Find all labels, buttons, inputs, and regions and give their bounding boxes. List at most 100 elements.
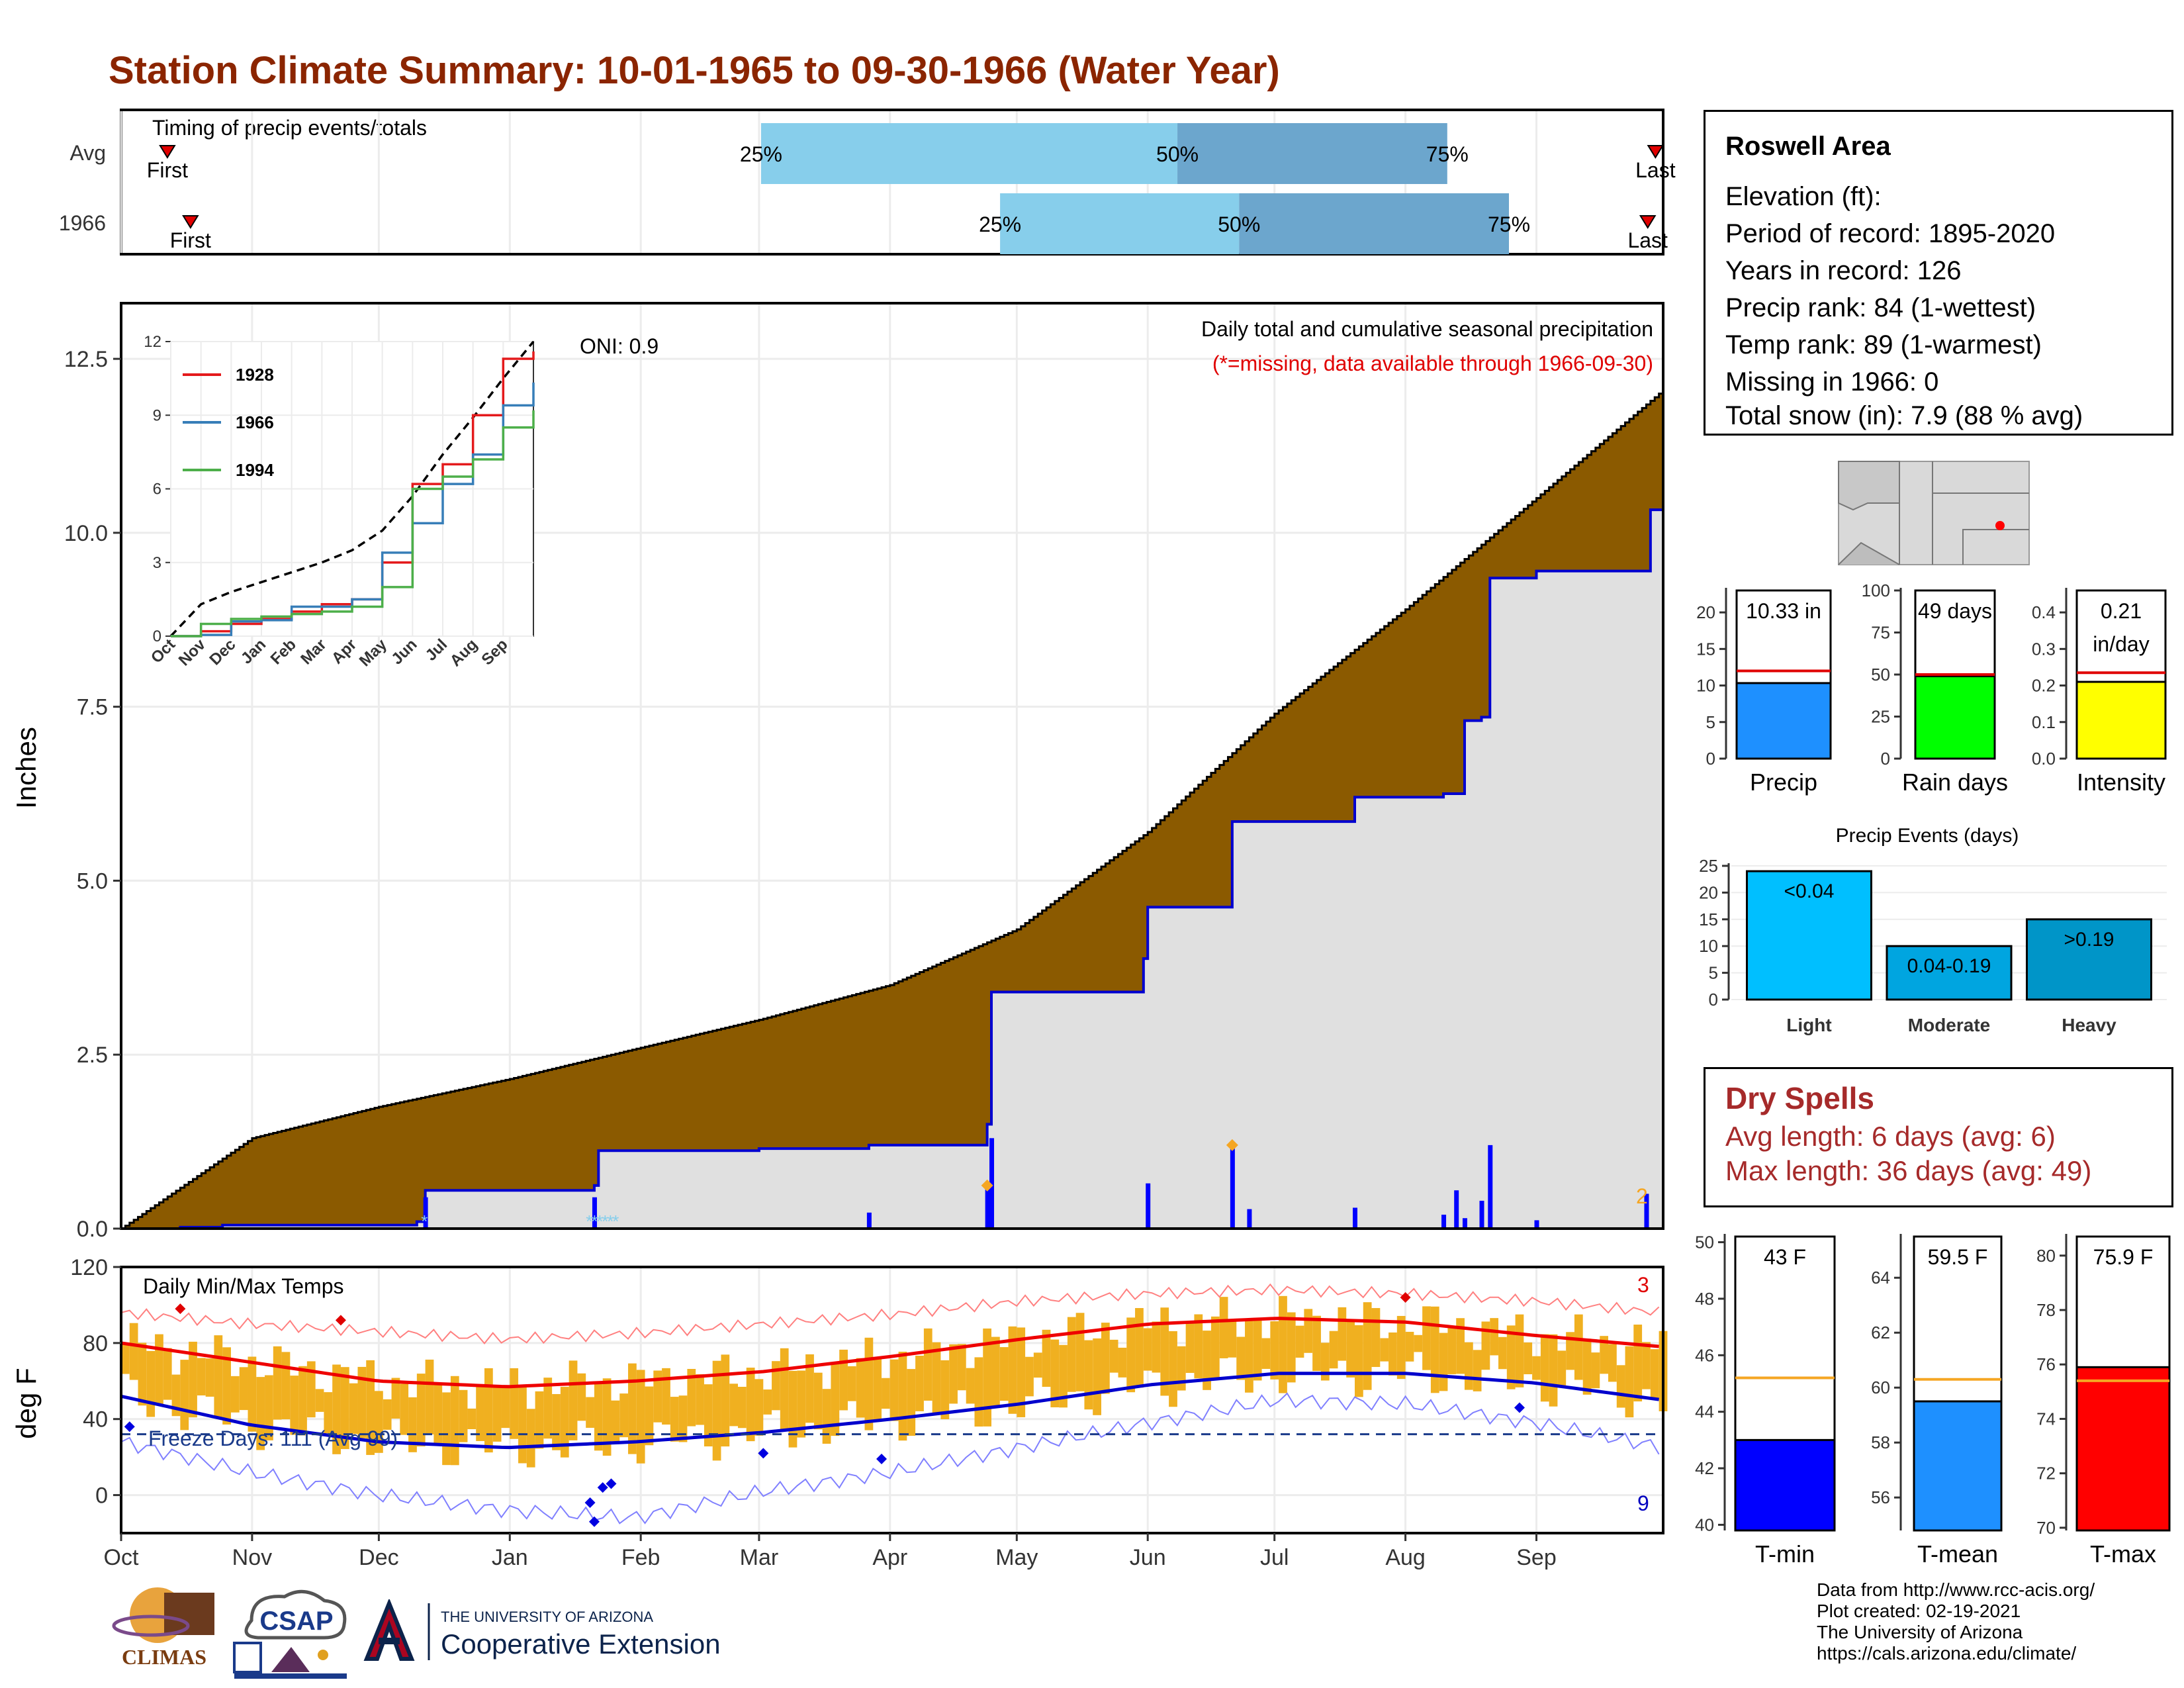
daily-temp-range-bar	[510, 1368, 519, 1439]
daily-temp-range-bar	[1075, 1313, 1085, 1391]
climas-logo: CLIMAS	[111, 1581, 217, 1680]
daily-temp-range-bar	[1532, 1356, 1541, 1380]
daily-temp-range-bar	[1574, 1314, 1583, 1380]
daily-temp-range-bar	[1388, 1332, 1397, 1376]
daily-temp-range-bar	[856, 1358, 865, 1418]
location-map	[1838, 461, 2030, 565]
daily-temp-range-bar	[696, 1374, 704, 1425]
climas-logo-text: CLIMAS	[122, 1645, 206, 1669]
daily-temp-range-bar	[146, 1350, 156, 1417]
daily-temp-range-bar	[180, 1360, 189, 1430]
ua-logo-big-text: Cooperative Extension	[441, 1628, 721, 1660]
daily-temp-range-bar	[991, 1336, 1000, 1407]
month-label: Feb	[621, 1545, 660, 1570]
daily-precip-bar	[1534, 1220, 1539, 1229]
snow-marker: *	[591, 1211, 598, 1231]
month-label: Sep	[1516, 1545, 1557, 1570]
daily-temp-range-bar	[1059, 1344, 1068, 1408]
daily-temp-range-bar	[1152, 1321, 1161, 1373]
daily-temp-range-bar	[400, 1383, 409, 1435]
daily-temp-range-bar	[1355, 1325, 1363, 1397]
record-min-line	[120, 1392, 1660, 1524]
temp-ytick-label: 40	[83, 1407, 108, 1432]
credits-source: Data from http://www.rcc-acis.org/	[1817, 1579, 2095, 1600]
daily-temp-range-bar	[602, 1378, 612, 1456]
daily-temp-range-bar	[290, 1376, 299, 1435]
small-chart-value-label: 10.33 in	[1746, 599, 1821, 623]
first-event-marker	[182, 215, 199, 229]
events-ytick-label: 10	[1699, 936, 1718, 956]
daily-temp-range-bar	[864, 1337, 874, 1430]
daily-temp-range-bar	[383, 1399, 392, 1430]
daily-temp-range-bar	[155, 1334, 163, 1406]
snow-marker: *	[421, 1211, 428, 1231]
timing-bar-dark	[1177, 123, 1447, 184]
daily-temp-range-bar	[1050, 1339, 1060, 1407]
daily-temp-range-bar	[518, 1385, 527, 1464]
small-chart-ytick-label: 0	[1706, 749, 1715, 769]
precip-panel: ******* Inches 0.02.55.07.510.012.5 Dail…	[11, 302, 1664, 1242]
daily-temp-range-bar	[746, 1368, 755, 1442]
daily-temp-range-bar	[214, 1335, 223, 1417]
daily-temp-range-bar	[932, 1342, 941, 1413]
small-chart-ytick-label: 50	[1871, 665, 1890, 684]
small-chart-value-bar	[1913, 1400, 2003, 1532]
daily-temp-range-bar	[1203, 1331, 1211, 1390]
daily-temp-range-bar	[1405, 1331, 1414, 1362]
daily-precip-bar	[1479, 1200, 1484, 1229]
daily-temp-range-bar	[1093, 1338, 1101, 1415]
daily-temp-range-bar	[813, 1372, 823, 1430]
inset-ytick-label: 6	[153, 481, 161, 498]
daily-temp-range-bar	[1380, 1338, 1389, 1362]
small-chart-ytick-label: 70	[2036, 1518, 2056, 1538]
daily-temp-range-bar	[315, 1389, 324, 1412]
daily-temp-range-bar	[670, 1397, 679, 1442]
month-label: Nov	[232, 1545, 272, 1570]
csap-logo-text: CSAP	[259, 1607, 333, 1636]
record-min-marker	[584, 1497, 596, 1509]
daily-temp-range-bar	[1608, 1344, 1617, 1382]
daily-temp-range-bar	[678, 1395, 688, 1442]
daily-temp-range-bar	[273, 1346, 282, 1420]
daily-temp-range-bar	[1185, 1321, 1195, 1374]
small-chart-ytick-label: 80	[2036, 1246, 2056, 1266]
daily-temp-range-bar	[306, 1361, 316, 1418]
daily-temp-range-bar	[1143, 1328, 1152, 1371]
daily-temp-range-bar	[1625, 1346, 1634, 1418]
daily-temp-range-bar	[1557, 1350, 1567, 1386]
first-label: First	[170, 228, 211, 252]
daily-temp-range-bar	[1279, 1295, 1287, 1393]
page-title: Station Climate Summary: 10-01-1965 to 0…	[109, 49, 1280, 92]
inset-series-line	[171, 410, 535, 637]
csap-logo: CSAP	[232, 1581, 351, 1680]
daily-temp-range-bar	[882, 1378, 890, 1409]
avg-min-line	[120, 1372, 1659, 1450]
inset-ytick-label: 12	[144, 333, 161, 351]
daily-temp-range-bar	[281, 1352, 291, 1420]
daily-temp-range-bar	[839, 1349, 848, 1411]
daily-temp-range-bar	[594, 1384, 603, 1451]
daily-temp-range-bar	[433, 1385, 443, 1444]
dry-spells-avg: Avg length: 6 days (avg: 6)	[1725, 1121, 2056, 1152]
timing-bar-dark	[1239, 193, 1509, 254]
daily-temp-range-bar	[1456, 1318, 1465, 1374]
small-chart-ytick-label: 76	[2036, 1354, 2056, 1374]
daily-temp-range-bar	[1430, 1306, 1439, 1393]
daily-temp-range-bar	[1261, 1338, 1271, 1369]
timing-label-50: 50%	[1218, 212, 1260, 236]
daily-temp-range-bar	[129, 1323, 138, 1380]
precip-ytick-label: 10.0	[64, 521, 108, 546]
temp-panel: deg F 0 40 80 120 Daily Min/Max Temps Freez…	[11, 1255, 1668, 1570]
snow-marker: *	[586, 1211, 592, 1231]
temp-ytick-label: 120	[70, 1255, 108, 1280]
record-max-count: 3	[1637, 1273, 1649, 1297]
small-chart-ytick-label: 50	[1695, 1233, 1714, 1252]
daily-temp-range-bar	[940, 1360, 950, 1420]
info-missing: Missing in 1966: 0	[1725, 367, 1939, 397]
daily-temp-range-bar	[780, 1348, 789, 1432]
daily-temp-range-bar	[239, 1367, 248, 1411]
timing-label-25: 25%	[740, 142, 782, 166]
daily-temp-range-bar	[1084, 1340, 1093, 1410]
month-label: May	[995, 1545, 1038, 1570]
